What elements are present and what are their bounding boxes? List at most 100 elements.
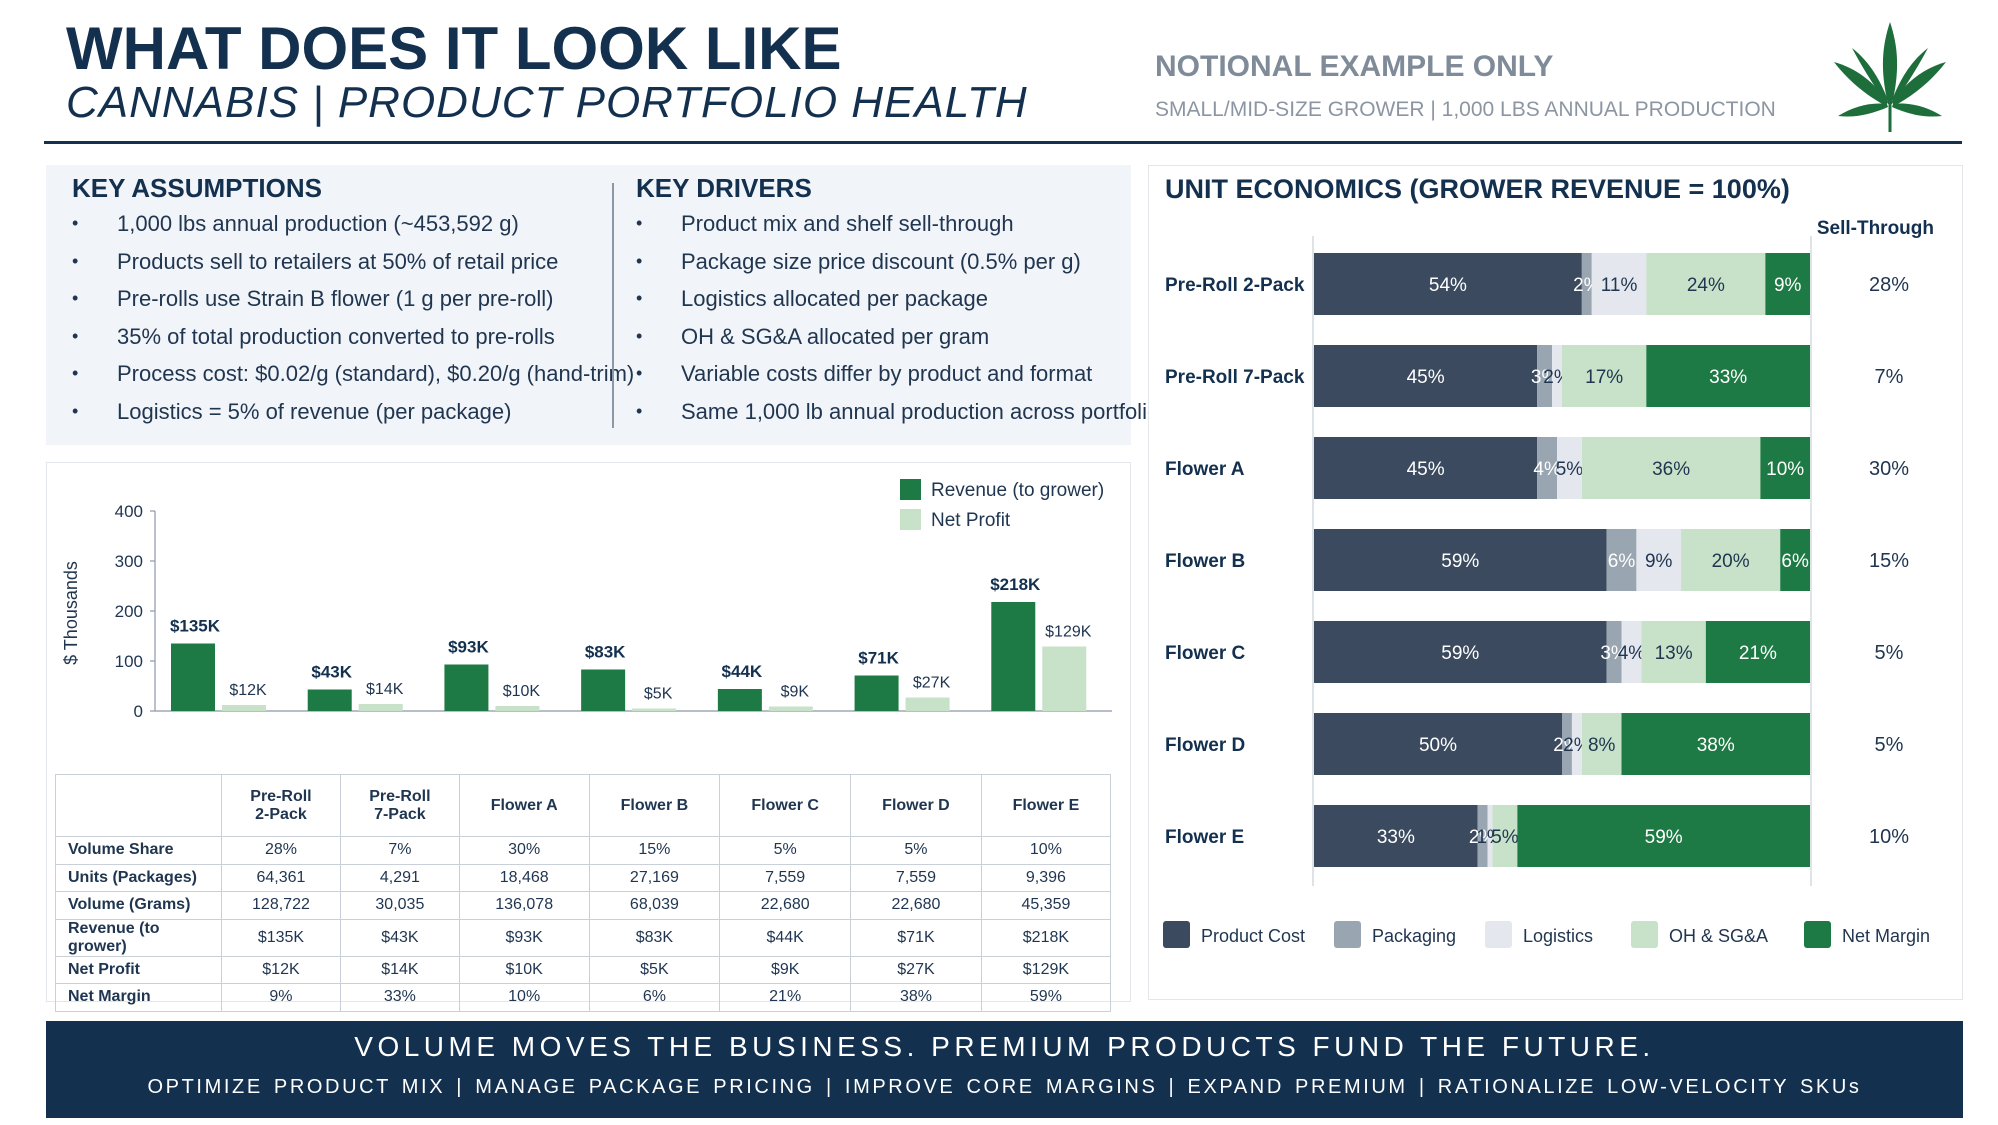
ue-row-label: Flower C xyxy=(1165,643,1246,664)
table-cell: $14K xyxy=(339,955,460,984)
table-cell: 10% xyxy=(458,983,590,1012)
sell-through-value: 7% xyxy=(1875,366,1904,388)
revenue-data-label: $93K xyxy=(448,638,489,657)
revenue-bar xyxy=(444,664,489,711)
driver-item: Variable costs differ by product and for… xyxy=(636,355,1159,393)
revenue-bar xyxy=(991,602,1036,711)
key-assumptions-list: 1,000 lbs annual production (~453,592 g)… xyxy=(72,205,634,430)
ue-segment-label: 9% xyxy=(1645,551,1673,572)
table-cell: $71K xyxy=(850,918,982,957)
legend-revenue-label: Revenue (to grower) xyxy=(931,480,1104,501)
packaging-segment xyxy=(1606,529,1637,591)
key-drivers-title: KEY DRIVERS xyxy=(636,173,812,203)
table-cell: 9% xyxy=(221,983,341,1012)
net-profit-data-label: $9K xyxy=(781,684,810,701)
table-cell: 30,035 xyxy=(339,891,460,920)
revenue-data-label: $135K xyxy=(170,617,221,636)
ue-segment-label: 13% xyxy=(1655,643,1693,664)
table-cell: 27,169 xyxy=(588,863,721,892)
net-margin-segment xyxy=(1517,805,1810,867)
net-profit-data-label: $27K xyxy=(913,675,951,692)
y-tick-label: 300 xyxy=(115,552,143,571)
page-subtitle: CANNABIS | PRODUCT PORTFOLIO HEALTH xyxy=(66,78,1028,127)
ue-segment-label: 59% xyxy=(1441,551,1479,572)
legend-net-margin-swatch xyxy=(1804,921,1831,948)
ue-segment-label: 8% xyxy=(1588,735,1616,756)
y-tick-label: 200 xyxy=(115,602,143,621)
table-row-header: Units (Packages) xyxy=(55,863,222,892)
table-cell: 22,680 xyxy=(850,891,982,920)
legend-packaging-swatch xyxy=(1334,921,1361,948)
footer-banner: VOLUME MOVES THE BUSINESS. PREMIUM PRODU… xyxy=(46,1021,1963,1118)
table-cell: 33% xyxy=(339,983,460,1012)
sell-through-value: 10% xyxy=(1869,826,1909,848)
table-row: Volume Share 28% 7% 30% 15% 5% 5% 10% xyxy=(55,836,1112,865)
ue-segment-label: 17% xyxy=(1585,367,1623,388)
net-profit-data-label: $12K xyxy=(229,682,267,699)
packaging-segment xyxy=(1537,437,1558,499)
revenue-profit-chart: 0 100 200 300 400 $ Thousands $135K $12K $43K $14… xyxy=(61,479,1112,721)
notional-sublabel: SMALL/MID-SIZE GROWER | 1,000 LBS ANNUAL… xyxy=(1155,98,1776,121)
revenue-data-label: $43K xyxy=(311,663,352,682)
driver-item: Same 1,000 lb annual production across p… xyxy=(636,393,1159,431)
legend-net-profit-swatch xyxy=(900,509,921,530)
driver-item: OH & SG&A allocated per gram xyxy=(636,318,1159,356)
table-cell: 28% xyxy=(221,836,341,865)
sell-through-value: 15% xyxy=(1869,550,1909,572)
logistics-segment xyxy=(1557,437,1582,499)
net-margin-segment xyxy=(1621,713,1810,775)
ue-row-label: Flower D xyxy=(1165,735,1245,756)
oh-sga-segment xyxy=(1641,621,1706,683)
assumption-item: Process cost: $0.02/g (standard), $0.20/… xyxy=(72,355,634,393)
ue-segment-label: 54% xyxy=(1429,275,1467,296)
logistics-segment xyxy=(1621,621,1642,683)
ue-segment-label: 5% xyxy=(1491,827,1519,848)
footer-actions: OPTIMIZE PRODUCT MIX | MANAGE PACKAGE PR… xyxy=(147,1076,1862,1098)
table-row: Net Profit $12K $14K $10K $5K $9K $27K $129K xyxy=(55,955,1112,984)
oh-sga-segment xyxy=(1581,713,1622,775)
table-column-header: Flower A xyxy=(458,774,590,837)
column-divider xyxy=(612,183,614,428)
ue-row-label: Flower B xyxy=(1165,551,1245,572)
table-cell: 15% xyxy=(588,836,721,865)
revenue-data-label: $44K xyxy=(722,662,763,681)
net-profit-data-label: $14K xyxy=(366,681,404,698)
ue-segment-label: 11% xyxy=(1601,275,1638,296)
table-cell: 38% xyxy=(850,983,982,1012)
sell-through-value: 30% xyxy=(1869,458,1909,480)
table-cell: 45,359 xyxy=(980,891,1112,920)
logistics-segment xyxy=(1571,713,1582,775)
legend-product-cost-swatch xyxy=(1163,921,1190,948)
ue-segment-label: 45% xyxy=(1407,459,1445,480)
key-drivers-list: Product mix and shelf sell-throughPackag… xyxy=(636,205,1159,430)
ue-segment-label: 4% xyxy=(1618,643,1646,664)
driver-item: Package size price discount (0.5% per g) xyxy=(636,243,1159,281)
assumption-item: 1,000 lbs annual production (~453,592 g) xyxy=(72,205,634,243)
net-profit-data-label: $129K xyxy=(1045,624,1092,641)
legend-net-margin-label: Net Margin xyxy=(1842,926,1930,946)
ue-segment-label: 45% xyxy=(1407,367,1445,388)
net-profit-bar xyxy=(222,705,266,711)
ue-row-label: Pre-Roll 2-Pack xyxy=(1165,275,1305,296)
header-divider xyxy=(44,141,1962,144)
y-tick-label: 0 xyxy=(134,702,143,721)
table-cell: 7% xyxy=(339,836,460,865)
oh-sga-segment xyxy=(1492,805,1518,867)
legend-net-profit-label: Net Profit xyxy=(931,510,1011,531)
y-tick-label: 100 xyxy=(115,652,143,671)
assumption-item: Products sell to retailers at 50% of ret… xyxy=(72,243,634,281)
product-cost-segment xyxy=(1314,529,1607,591)
revenue-data-label: $83K xyxy=(585,643,626,662)
oh-sga-segment xyxy=(1646,253,1766,315)
revenue-bar xyxy=(581,669,626,711)
ue-row-label: Pre-Roll 7-Pack xyxy=(1165,367,1305,388)
revenue-bar xyxy=(171,643,215,711)
unit-economics-panel: UNIT ECONOMICS (GROWER REVENUE = 100%) S… xyxy=(1148,165,1963,1000)
net-profit-bar xyxy=(632,708,677,711)
net-margin-segment xyxy=(1765,253,1810,315)
net-margin-segment xyxy=(1780,529,1810,591)
ue-row-label: Flower E xyxy=(1165,827,1244,848)
table-column-header: Flower D xyxy=(850,774,982,837)
ue-segment-label: 59% xyxy=(1645,827,1683,848)
